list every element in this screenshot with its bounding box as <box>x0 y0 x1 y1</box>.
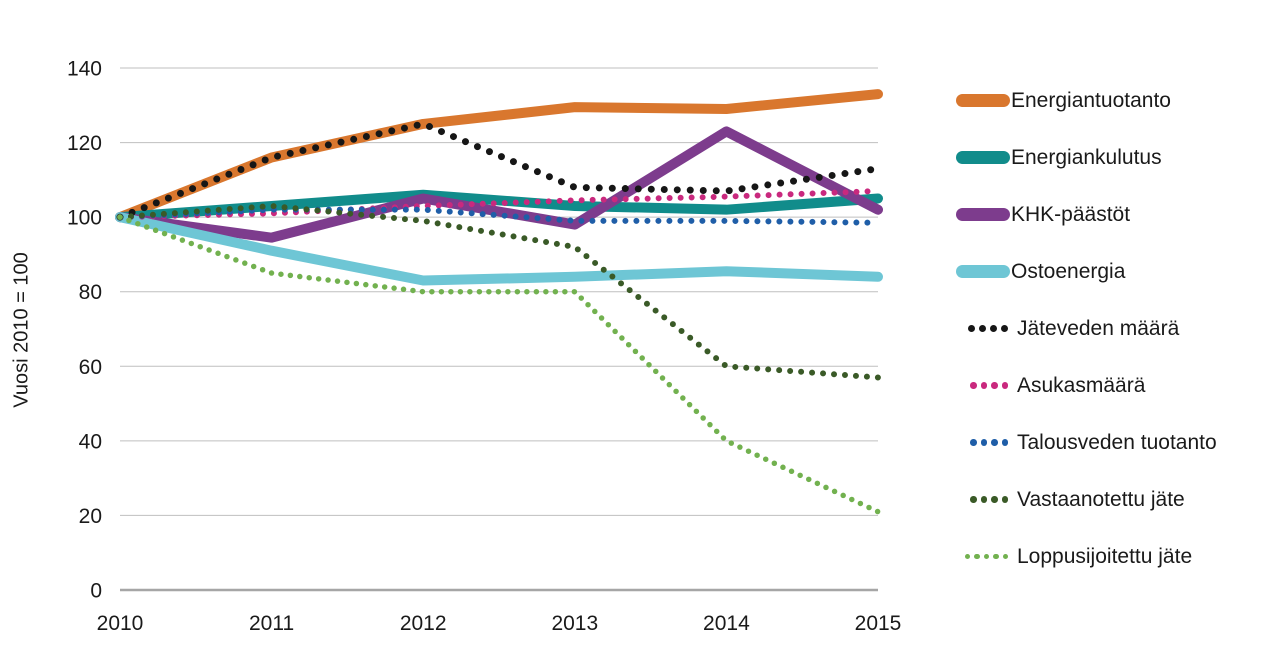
legend-line-sample <box>956 151 1010 164</box>
legend-dot-sample <box>1001 325 1008 332</box>
legend-dot-sample <box>1001 439 1008 446</box>
legend-dot-sample <box>983 553 989 560</box>
legend-item-9: Loppusijoitettu jäte <box>956 528 1217 585</box>
legend-line-sample <box>956 208 1010 221</box>
x-tick-label: 2013 <box>551 612 598 635</box>
legend-dot-sample <box>993 553 999 560</box>
legend-label: Vastaanotettu jäte <box>1017 488 1185 511</box>
legend-dot-sample <box>979 325 986 332</box>
legend-swatch <box>956 151 1011 164</box>
legend-item-2: Energiankulutus <box>956 129 1217 186</box>
y-tick-label: 0 <box>90 580 102 603</box>
legend-dot-sample <box>1002 553 1008 560</box>
legend-dot-sample <box>974 553 980 560</box>
legend-swatch <box>956 553 1011 560</box>
series-Energiantuotanto <box>115 89 883 223</box>
legend-dot-sample <box>990 325 997 332</box>
series-Ostoenergia <box>115 212 883 286</box>
x-tick-label: 2011 <box>249 612 294 635</box>
series-Energiankulutus <box>115 189 883 223</box>
legend-swatch <box>956 439 1011 446</box>
legend-dot-sample <box>970 439 977 446</box>
legend-swatch <box>956 265 1011 278</box>
legend-label: Ostoenergia <box>1011 260 1126 283</box>
series-Jäteveden määrä <box>116 120 882 221</box>
legend-item-3: KHK-päästöt <box>956 186 1217 243</box>
y-tick-label: 100 <box>67 207 102 230</box>
legend-dot-sample <box>970 496 977 503</box>
legend-swatch <box>956 94 1011 107</box>
x-tick-label: 2014 <box>703 612 750 635</box>
legend-swatch <box>956 382 1011 389</box>
legend-dot-sample <box>991 496 998 503</box>
y-tick-label: 80 <box>79 281 102 304</box>
y-axis-title: Vuosi 2010 = 100 <box>10 252 33 408</box>
y-tick-label: 20 <box>79 505 102 528</box>
legend-swatch <box>956 208 1011 221</box>
legend-dot-sample <box>970 382 977 389</box>
legend-item-4: Ostoenergia <box>956 243 1217 300</box>
legend-label: KHK-päästöt <box>1011 203 1131 226</box>
y-tick-label: 40 <box>79 430 102 453</box>
legend-label: Energiankulutus <box>1011 146 1162 169</box>
x-tick-label: 2012 <box>400 612 447 635</box>
legend-item-1: Energiantuotanto <box>956 72 1217 129</box>
legend-label: Energiantuotanto <box>1011 89 1171 112</box>
y-tick-label: 120 <box>67 132 102 155</box>
chart-legend: Energiantuotanto Energiankulutus KHK-pääst… <box>956 72 1217 585</box>
legend-label: Talousveden tuotanto <box>1017 431 1217 454</box>
legend-dot-sample <box>991 382 998 389</box>
legend-item-6: Asukasmäärä <box>956 357 1217 414</box>
legend-label: Loppusijoitettu jäte <box>1017 545 1193 568</box>
legend-dot-sample <box>1001 382 1008 389</box>
legend-dot-sample <box>980 496 987 503</box>
series-KHK-päästöt <box>115 126 883 243</box>
legend-label: Jäteveden määrä <box>1017 317 1180 340</box>
x-tick-label: 2010 <box>97 612 144 635</box>
legend-line-sample <box>956 94 1010 107</box>
legend-item-5: Jäteveden määrä <box>956 300 1217 357</box>
legend-label: Asukasmäärä <box>1017 374 1146 397</box>
legend-dot-sample <box>1001 496 1008 503</box>
legend-dot-sample <box>980 382 987 389</box>
legend-swatch <box>956 496 1011 503</box>
legend-item-8: Vastaanotettu jäte <box>956 471 1217 528</box>
y-tick-label: 140 <box>67 57 102 80</box>
legend-dot-sample <box>980 439 987 446</box>
legend-swatch <box>956 325 1011 332</box>
y-tick-label: 60 <box>79 356 102 379</box>
legend-item-7: Talousveden tuotanto <box>956 414 1217 471</box>
x-tick-label: 2015 <box>855 612 902 635</box>
legend-line-sample <box>956 265 1010 278</box>
legend-dot-sample <box>964 553 970 560</box>
legend-dot-sample <box>968 325 975 332</box>
series-Loppusijoitettu jäte <box>117 214 881 515</box>
legend-dot-sample <box>991 439 998 446</box>
